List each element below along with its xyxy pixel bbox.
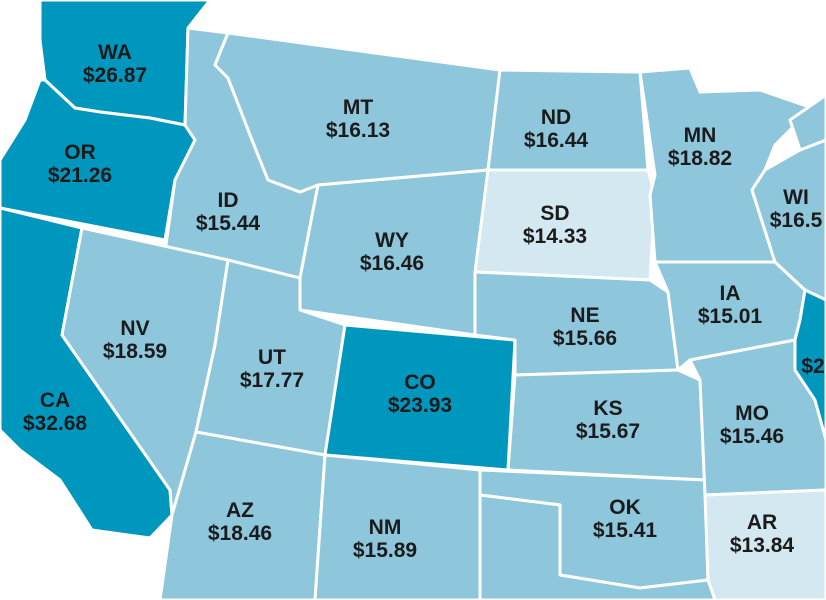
state-shape-tx [478,493,717,600]
state-wage-value: $2 [801,355,825,378]
state-label-il: $2 [801,355,825,379]
state-label-wi: WI $16.5 [769,186,823,232]
state-abbreviation: WY [375,229,409,252]
state-abbreviation: MO [735,402,769,425]
state-wage-value: $16.13 [325,118,391,142]
state-wage-value: $14.33 [522,224,588,248]
state-wage-value: $15.01 [697,304,763,328]
state-label-mn: MN $18.82 [667,124,733,170]
state-abbreviation: OK [609,496,641,519]
state-wage-value: $15.89 [352,538,418,562]
state-label-ut: UT $17.77 [239,346,305,392]
state-label-nd: ND $16.44 [523,106,589,152]
state-wage-value: $16.5 [769,208,823,232]
state-abbreviation: WA [98,41,132,64]
state-abbreviation: SD [540,202,570,225]
state-wage-value: $15.66 [552,326,618,350]
state-wage-value: $16.46 [359,251,425,275]
state-label-az: AZ $18.46 [207,499,273,545]
state-label-ok: OK $15.41 [592,496,658,542]
state-wage-value: $18.82 [667,146,733,170]
state-label-ks: KS $15.67 [575,397,641,443]
state-label-nv: NV $18.59 [102,317,168,363]
state-abbreviation: ND [540,106,572,129]
state-abbreviation: AZ [225,499,254,522]
state-label-sd: SD $14.33 [522,202,588,248]
state-wage-value: $21.26 [47,163,113,187]
state-label-or: OR $21.26 [47,141,113,187]
state-wage-value: $32.68 [22,411,88,435]
state-label-ar: AR $13.84 [729,511,795,557]
state-abbreviation: KS [593,397,623,420]
state-abbreviation: IA [719,282,741,305]
state-wage-value: $17.77 [239,368,305,392]
state-label-mt: MT $16.13 [325,96,391,142]
state-label-id: ID $15.44 [195,189,261,235]
state-label-nm: NM $15.89 [352,516,418,562]
state-abbreviation: MT [342,96,374,119]
state-abbreviation: WI [783,186,809,209]
state-abbreviation: ID [217,189,239,212]
state-label-wy: WY $16.46 [359,229,425,275]
state-label-mo: MO $15.46 [719,402,785,448]
state-shape-nm [313,453,482,600]
state-abbreviation: CO [404,371,436,394]
state-label-wa: WA $26.87 [82,41,148,87]
state-wage-value: $18.46 [207,521,273,545]
state-wage-value: $15.44 [195,211,261,235]
state-label-ca: CA $32.68 [22,389,88,435]
state-wage-value: $15.46 [719,424,785,448]
state-abbreviation: CA [39,389,71,412]
state-label-ne: NE $15.66 [552,304,618,350]
state-abbreviation: MN [683,124,717,147]
state-label-co: CO $23.93 [387,371,453,417]
state-abbreviation: NE [570,304,600,327]
state-shape-ar [703,488,826,600]
state-shape-il [793,288,826,442]
state-wage-value: $13.84 [729,533,795,557]
state-abbreviation: UT [257,346,286,369]
state-abbreviation: OR [64,141,96,164]
state-abbreviation: AR [746,511,778,534]
state-wage-value: $23.93 [387,393,453,417]
state-shape-az [158,430,327,600]
state-label-ia: IA $15.01 [697,282,763,328]
state-shape-mi [788,93,826,152]
state-shape-wy [298,168,490,337]
state-wage-value: $15.67 [575,419,641,443]
state-wage-value: $18.59 [102,339,168,363]
state-abbreviation: NM [368,516,402,539]
state-wage-value: $26.87 [82,63,148,87]
state-wage-value: $16.44 [523,128,589,152]
state-wage-value: $15.41 [592,518,658,542]
state-abbreviation: NV [120,317,150,340]
